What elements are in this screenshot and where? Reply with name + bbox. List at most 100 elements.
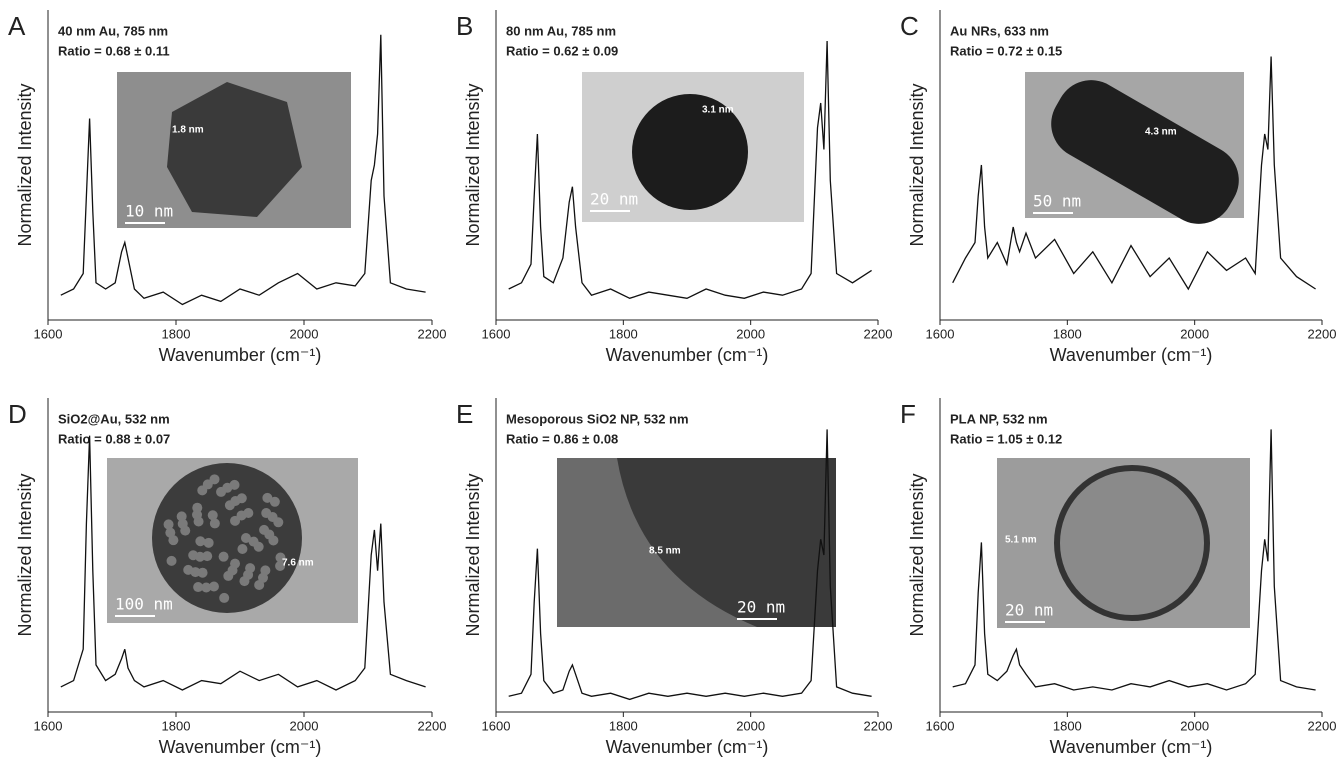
pore [262, 492, 273, 503]
y-axis-label: Normalized Intensity [15, 473, 35, 636]
pore [163, 519, 174, 530]
pore [192, 502, 203, 513]
x-tick-label: 1600 [926, 718, 955, 733]
pore [188, 550, 199, 561]
panel-subtitle: Ratio = 0.88 ± 0.07 [58, 431, 170, 446]
pore [223, 570, 234, 581]
panel-title: 40 nm Au, 785 nm [58, 23, 168, 38]
pore [237, 544, 248, 555]
x-tick-label: 2000 [1180, 718, 1209, 733]
pore [253, 541, 264, 552]
pore [207, 510, 218, 521]
pore [209, 518, 220, 529]
x-axis-label: Wavenumber (cm⁻¹) [1050, 737, 1213, 757]
x-tick-label: 1600 [482, 326, 511, 341]
panel: 1600 1800 2000 2200 Wavenumber (cm⁻¹) Normali… [900, 398, 1336, 757]
pore [236, 493, 247, 504]
x-tick-label: 2000 [290, 718, 319, 733]
pore [177, 518, 188, 529]
x-axis-label: Wavenumber (cm⁻¹) [159, 345, 322, 365]
pore [239, 576, 250, 587]
panel: 1600 1800 2000 2200 Wavenumber (cm⁻¹) Normali… [456, 398, 892, 757]
pore [275, 552, 286, 563]
panel: 1600 1800 2000 2200 Wavenumber (cm⁻¹) Normali… [900, 10, 1336, 365]
x-tick-label: 2200 [418, 718, 447, 733]
scale-label: 10 nm [125, 202, 173, 221]
pore [254, 579, 265, 590]
particle [167, 82, 302, 217]
particle [632, 94, 748, 210]
x-tick-label: 1800 [609, 326, 638, 341]
x-axis-label: Wavenumber (cm⁻¹) [159, 737, 322, 757]
spectrum-line [60, 435, 426, 691]
inset: 1.8 nm 10 nm [117, 72, 351, 228]
x-tick-label: 2200 [418, 326, 447, 341]
x-tick-label: 2000 [736, 326, 765, 341]
inset: 4.3 nm 50 nm [1025, 72, 1244, 224]
x-tick-label: 1800 [609, 718, 638, 733]
y-axis-label: Normalized Intensity [463, 473, 483, 636]
x-tick-label: 1600 [34, 718, 63, 733]
scale-label: 20 nm [590, 190, 638, 209]
panel-title: Mesoporous SiO2 NP, 532 nm [506, 411, 689, 426]
pore [219, 592, 230, 603]
panel-subtitle: Ratio = 1.05 ± 0.12 [950, 431, 1062, 446]
inset: 7.6 nm 100 nm [107, 458, 358, 623]
pore [195, 536, 206, 547]
x-tick-label: 2000 [290, 326, 319, 341]
x-axis-label: Wavenumber (cm⁻¹) [606, 345, 769, 365]
pore [202, 551, 213, 562]
pore [240, 533, 251, 543]
x-tick-label: 2200 [864, 718, 893, 733]
pore [275, 560, 286, 571]
x-tick-label: 1800 [1053, 326, 1082, 341]
x-tick-label: 1600 [34, 326, 63, 341]
particle [1051, 80, 1239, 224]
particle [1054, 465, 1210, 621]
panel-subtitle: Ratio = 0.86 ± 0.08 [506, 431, 618, 446]
pore [208, 581, 219, 592]
inset: 8.5 nm 20 nm [557, 458, 836, 627]
pore [229, 479, 240, 490]
panel-subtitle: Ratio = 0.72 ± 0.15 [950, 43, 1062, 58]
panel-label: A [8, 11, 26, 41]
panel-label: F [900, 399, 916, 429]
x-tick-label: 1800 [1053, 718, 1082, 733]
panel: 1600 1800 2000 2200 Wavenumber (cm⁻¹) Normali… [8, 10, 446, 365]
measurement: 5.1 nm [1005, 535, 1037, 546]
pore [218, 551, 229, 562]
scale-label: 50 nm [1033, 192, 1081, 211]
pore [183, 564, 194, 575]
pore [193, 582, 204, 593]
pore [165, 527, 176, 538]
panel-title: Au NRs, 633 nm [950, 23, 1049, 38]
y-axis-label: Normalized Intensity [907, 83, 927, 246]
panel: 1600 1800 2000 2200 Wavenumber (cm⁻¹) Normali… [8, 398, 446, 757]
pore [201, 582, 212, 593]
x-tick-label: 1600 [482, 718, 511, 733]
pore [269, 496, 280, 507]
pore [203, 537, 214, 548]
spectrum-line [952, 56, 1316, 291]
x-tick-label: 1800 [162, 718, 191, 733]
spectrum-line [508, 429, 872, 701]
x-tick-label: 2200 [1308, 326, 1337, 341]
pore [166, 555, 177, 566]
pore [197, 567, 208, 578]
panel-subtitle: Ratio = 0.68 ± 0.11 [58, 43, 170, 58]
particle [617, 458, 836, 627]
measurement: 3.1 nm [702, 105, 734, 116]
scale-label: 20 nm [737, 598, 785, 617]
x-tick-label: 2000 [1180, 326, 1209, 341]
x-tick-label: 1800 [162, 326, 191, 341]
panel: 1600 1800 2000 2200 Wavenumber (cm⁻¹) Normali… [456, 10, 892, 365]
panel-title: SiO2@Au, 532 nm [58, 411, 170, 426]
spectrum-line [952, 429, 1316, 691]
measurement: 8.5 nm [649, 546, 681, 557]
pore [243, 508, 254, 519]
inset: 3.1 nm 20 nm [582, 72, 804, 222]
spectrum-line [508, 40, 872, 299]
y-axis-label: Normalized Intensity [463, 83, 483, 246]
y-axis-label: Normalized Intensity [907, 473, 927, 636]
